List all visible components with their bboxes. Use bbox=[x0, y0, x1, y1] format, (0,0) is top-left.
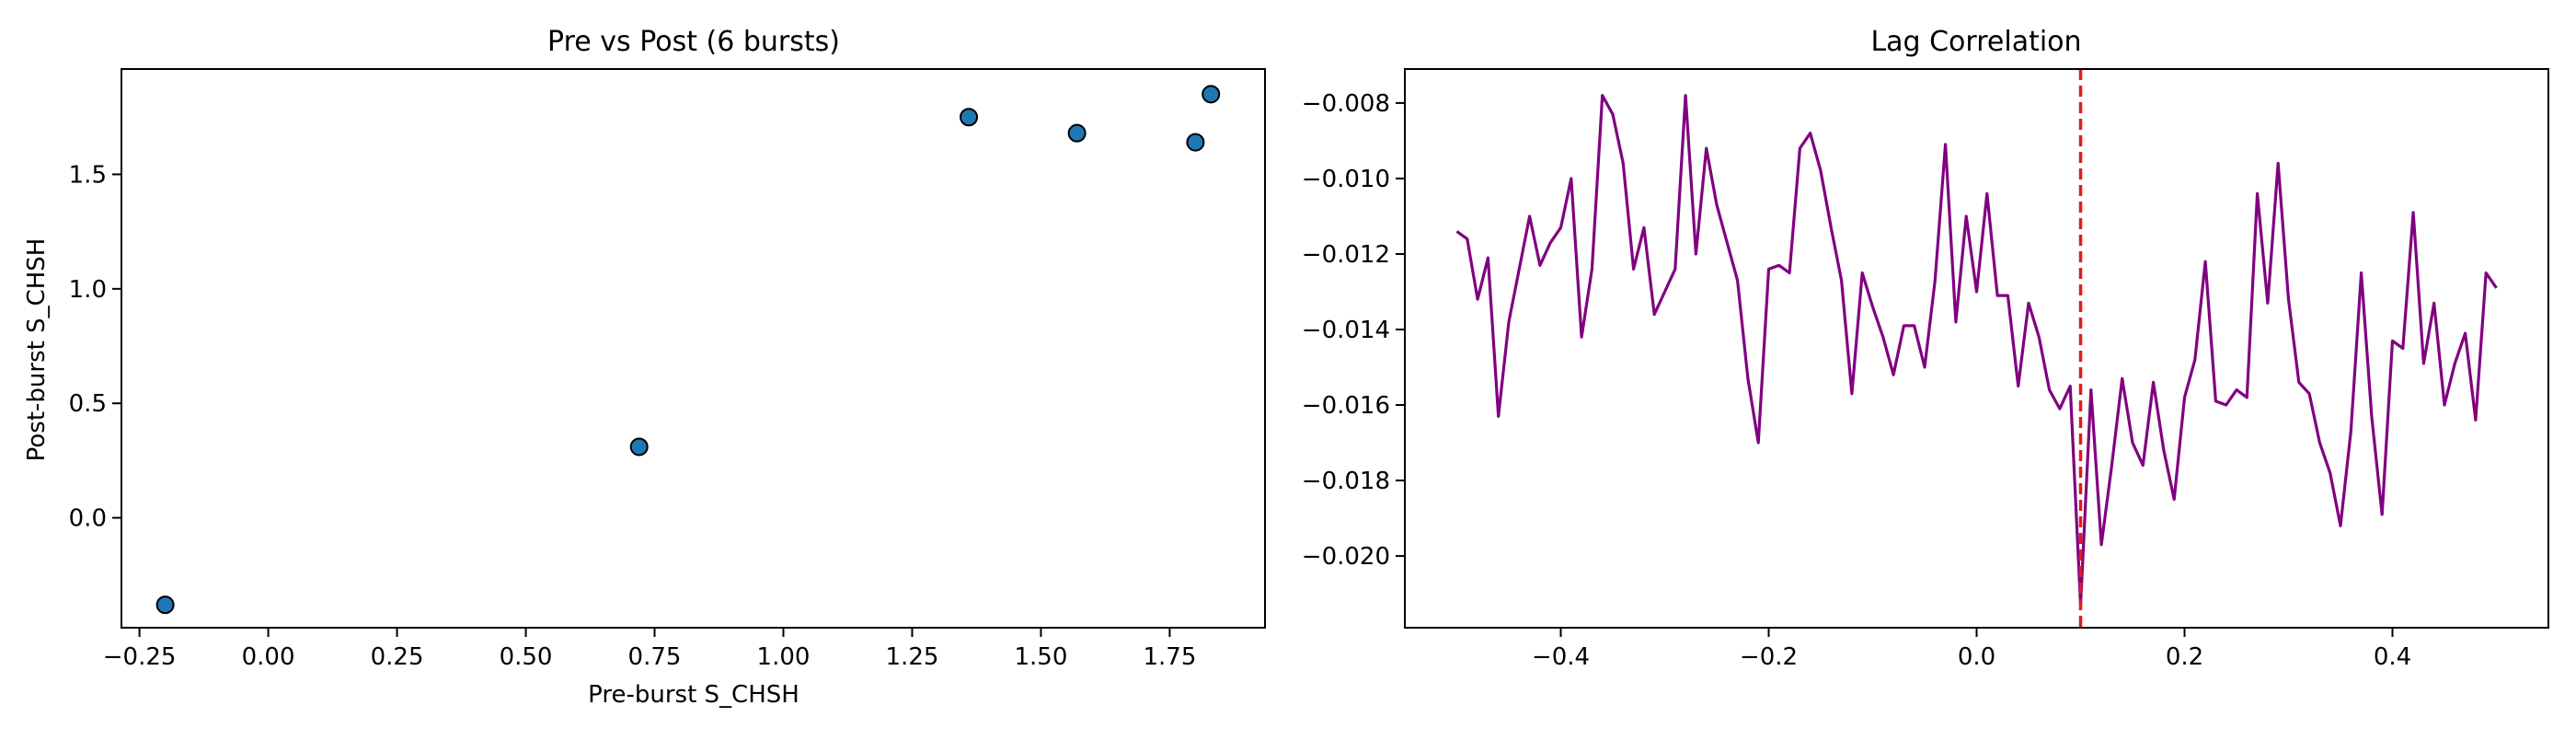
scatter-x-axis-label: Pre-burst S_CHSH bbox=[588, 681, 799, 709]
scatter-x-tick-label: 0.75 bbox=[628, 643, 682, 671]
lag-correlation-panel: Lag Correlation −0.020 −0.018 −0.016 −0.014… bbox=[1302, 26, 2549, 671]
scatter-x-tick-label: 0.25 bbox=[371, 643, 424, 671]
scatter-x-tick-label: 1.00 bbox=[757, 643, 811, 671]
scatter-y-ticks: 0.0 0.5 1.0 1.5 bbox=[69, 161, 121, 533]
scatter-point bbox=[1067, 123, 1087, 143]
lag-correlation-y-ticks: −0.020 −0.018 −0.016 −0.014 −0.012 −0.010 −0.0… bbox=[1302, 90, 1405, 571]
lag-correlation-y-tick-label: −0.010 bbox=[1302, 166, 1390, 193]
scatter-x-tick-label: 1.25 bbox=[886, 643, 939, 671]
lag-correlation-y-tick-label: −0.014 bbox=[1302, 317, 1390, 344]
scatter-point bbox=[629, 437, 649, 457]
lag-correlation-title: Lag Correlation bbox=[1870, 26, 2081, 58]
lag-correlation-y-tick-label: −0.020 bbox=[1302, 543, 1390, 571]
scatter-title: Pre vs Post (6 bursts) bbox=[547, 26, 840, 58]
scatter-points bbox=[155, 85, 1221, 615]
lag-correlation-x-tick-label: −0.2 bbox=[1740, 643, 1798, 671]
lag-correlation-plot-frame bbox=[1404, 68, 2549, 629]
lag-correlation-x-tick-label: 0.2 bbox=[2166, 643, 2203, 671]
scatter-plot-frame bbox=[121, 68, 1266, 629]
scatter-y-axis-label: Post-burst S_CHSH bbox=[23, 238, 51, 462]
lag-correlation-y-tick-label: −0.012 bbox=[1302, 241, 1390, 269]
lag-correlation-y-tick-label: −0.018 bbox=[1302, 468, 1390, 495]
lag-correlation-series bbox=[1455, 69, 2498, 628]
scatter-y-tick-label: 1.0 bbox=[69, 276, 107, 304]
scatter-y-tick-label: 0.0 bbox=[69, 505, 107, 533]
lag-correlation-x-tick-label: 0.0 bbox=[1958, 643, 1995, 671]
scatter-y-tick-label: 0.5 bbox=[69, 390, 107, 418]
scatter-point bbox=[1202, 85, 1221, 104]
lag-correlation-line bbox=[1455, 94, 2498, 607]
scatter-point bbox=[960, 108, 979, 127]
scatter-point bbox=[155, 595, 175, 615]
scatter-x-tick-label: 1.50 bbox=[1014, 643, 1067, 671]
scatter-x-tick-label: 0.50 bbox=[500, 643, 553, 671]
scatter-y-tick-label: 1.5 bbox=[69, 161, 107, 189]
scatter-panel: Pre vs Post (6 bursts) Pre-burst S_CHSH … bbox=[23, 26, 1266, 709]
scatter-x-ticks: −0.25 0.00 0.25 0.50 0.75 1.00 1.25 1.50 1.75 bbox=[103, 628, 1196, 671]
lag-correlation-y-tick-label: −0.008 bbox=[1302, 90, 1390, 118]
scatter-x-tick-label: 0.00 bbox=[242, 643, 295, 671]
lag-correlation-y-tick-label: −0.016 bbox=[1302, 392, 1390, 420]
lag-correlation-x-ticks: −0.4 −0.2 0.0 0.2 0.4 bbox=[1532, 628, 2411, 671]
scatter-x-tick-label: −0.25 bbox=[103, 643, 177, 671]
lag-correlation-x-tick-label: 0.4 bbox=[2374, 643, 2411, 671]
lag-correlation-x-tick-label: −0.4 bbox=[1532, 643, 1590, 671]
scatter-x-tick-label: 1.75 bbox=[1143, 643, 1196, 671]
scatter-point bbox=[1186, 133, 1205, 152]
